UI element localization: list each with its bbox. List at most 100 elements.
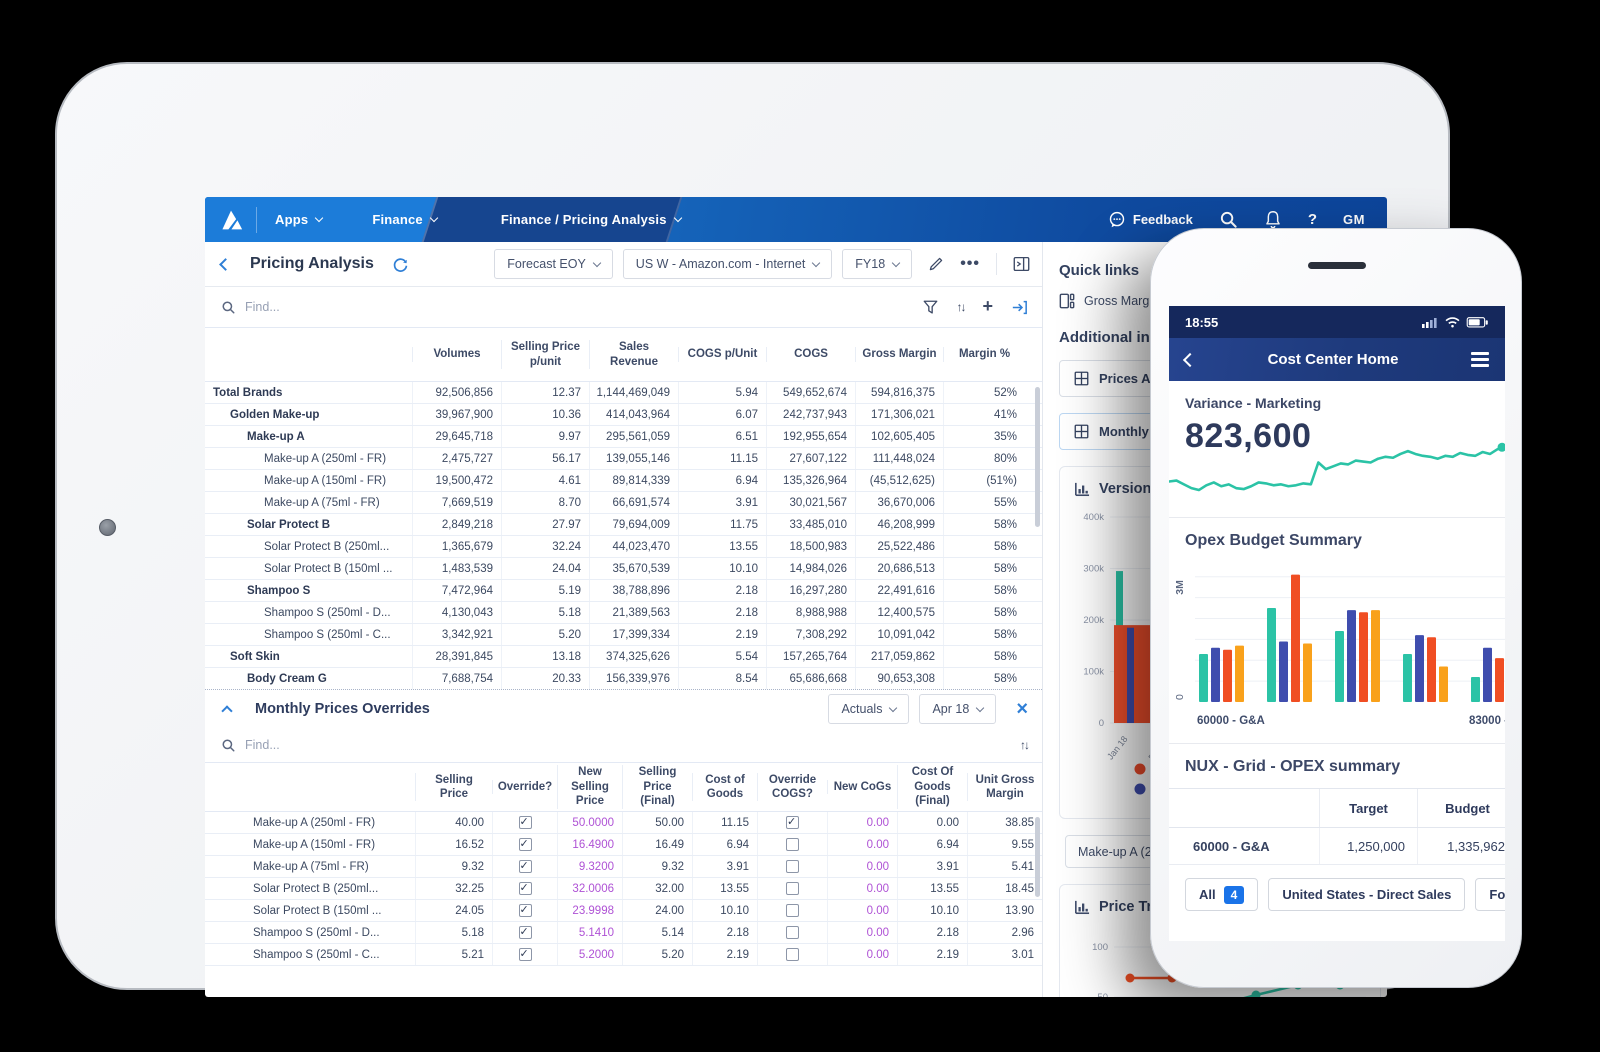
column-header[interactable]: Gross Margin bbox=[855, 347, 943, 362]
column-header[interactable]: COGS p/Unit bbox=[678, 347, 766, 362]
checkbox-icon[interactable] bbox=[518, 903, 532, 917]
override-checkbox[interactable] bbox=[492, 922, 557, 943]
table-row[interactable]: Make-up A 29,645,718 9.97 295,561,059 6.51 19… bbox=[205, 426, 1042, 448]
filter-region-button[interactable]: United States - Direct Sales bbox=[1268, 878, 1466, 911]
override-checkbox[interactable] bbox=[492, 878, 557, 899]
sort-icon[interactable]: ↑↓ bbox=[956, 300, 966, 314]
column-header[interactable]: COGS bbox=[766, 347, 855, 362]
table-row[interactable]: Soft Skin 28,391,845 13.18 374,325,626 5.54 1… bbox=[205, 646, 1042, 668]
version-selector[interactable]: Forecast EOY bbox=[494, 249, 613, 279]
table-row[interactable]: Shampoo S (250ml - D...5.185.14105.142.1… bbox=[205, 922, 1042, 944]
table-row[interactable]: Solar Protect B 2,849,218 27.97 79,694,009 1… bbox=[205, 514, 1042, 536]
vertical-scrollbar[interactable] bbox=[1035, 387, 1040, 527]
override-cogs-checkbox[interactable] bbox=[757, 812, 827, 833]
anaplan-logo-icon[interactable] bbox=[205, 206, 257, 233]
overrides-month-selector[interactable]: Apr 18 bbox=[919, 694, 997, 724]
table-row[interactable]: Make-up A (250ml - FR) 40.00 50.000050.001… bbox=[205, 812, 1042, 834]
column-header[interactable]: New Selling Price bbox=[557, 765, 622, 809]
table-row[interactable]: Solar Protect B (150ml ... 1,483,539 24.04… bbox=[205, 558, 1042, 580]
add-icon[interactable]: + bbox=[982, 295, 993, 316]
bell-icon[interactable] bbox=[1264, 210, 1282, 229]
column-header[interactable]: Selling Price (Final) bbox=[622, 765, 692, 809]
checkbox-icon[interactable] bbox=[786, 860, 799, 873]
override-cogs-checkbox[interactable] bbox=[757, 856, 827, 877]
column-header[interactable]: Selling Price bbox=[415, 772, 492, 802]
table-row[interactable]: Shampoo S (250ml - D... 4,130,043 5.18 21,3… bbox=[205, 602, 1042, 624]
open-panel-icon[interactable] bbox=[1013, 256, 1030, 272]
column-header[interactable]: Override COGS? bbox=[757, 772, 827, 802]
region-selector[interactable]: US W - Amazon.com - Internet bbox=[622, 249, 833, 279]
checkbox-icon[interactable] bbox=[518, 837, 532, 851]
filter-icon[interactable] bbox=[923, 300, 938, 315]
table-row[interactable]: Body Cream G 7,688,754 20.33 156,339,976 8.5… bbox=[205, 668, 1042, 690]
override-checkbox[interactable] bbox=[492, 812, 557, 833]
nav-apps-menu[interactable]: Apps bbox=[257, 212, 340, 227]
column-header[interactable]: Budget bbox=[1417, 789, 1505, 827]
checkbox-icon[interactable] bbox=[786, 838, 799, 851]
checkbox-icon[interactable] bbox=[786, 926, 799, 939]
table-row[interactable]: Solar Protect B (250ml... 32.25 32.000632.… bbox=[205, 878, 1042, 900]
table-row[interactable]: Total Brands 92,506,856 12.37 1,144,469,049… bbox=[205, 382, 1042, 404]
column-header[interactable]: Sales Revenue bbox=[589, 340, 678, 369]
close-icon[interactable]: × bbox=[1016, 698, 1028, 720]
find-input[interactable]: Find... bbox=[245, 300, 280, 314]
column-header[interactable]: Unit Gross Margin bbox=[967, 772, 1042, 802]
export-icon[interactable] bbox=[1011, 300, 1028, 315]
table-row[interactable]: Solar Protect B (250ml... 1,365,679 32.24 4… bbox=[205, 536, 1042, 558]
table-row[interactable]: Solar Protect B (150ml ... 24.05 23.999824… bbox=[205, 900, 1042, 922]
user-avatar[interactable]: GM bbox=[1343, 212, 1365, 227]
menu-icon[interactable] bbox=[1471, 352, 1489, 367]
table-row[interactable]: Make-up A (75ml - FR) 7,669,519 8.70 66,691… bbox=[205, 492, 1042, 514]
vertical-scrollbar[interactable] bbox=[1035, 817, 1040, 897]
override-cogs-checkbox[interactable] bbox=[757, 922, 827, 943]
override-cogs-checkbox[interactable] bbox=[757, 834, 827, 855]
checkbox-icon[interactable] bbox=[518, 925, 532, 939]
feedback-button[interactable]: Feedback bbox=[1108, 211, 1193, 229]
column-header[interactable]: Selling Price p/unit bbox=[501, 340, 589, 369]
checkbox-icon[interactable] bbox=[786, 948, 799, 961]
table-row[interactable]: Shampoo S (250ml - C... 3,342,921 5.20 17,3… bbox=[205, 624, 1042, 646]
checkbox-icon[interactable] bbox=[518, 815, 532, 829]
checkbox-icon[interactable] bbox=[786, 904, 799, 917]
table-row[interactable]: Golden Make-up 39,967,900 10.36 414,043,964… bbox=[205, 404, 1042, 426]
column-header[interactable]: Cost of Goods bbox=[692, 772, 757, 802]
help-button[interactable]: ? bbox=[1307, 211, 1318, 228]
table-row[interactable]: Make-up A (75ml - FR)9.329.32009.323.910… bbox=[205, 856, 1042, 878]
checkbox-icon[interactable] bbox=[518, 881, 532, 895]
table-row[interactable]: Shampoo S 7,472,964 5.19 38,788,896 2.18 16,2… bbox=[205, 580, 1042, 602]
overrides-version-selector[interactable]: Actuals bbox=[828, 694, 910, 724]
collapse-icon[interactable] bbox=[221, 705, 233, 717]
override-checkbox[interactable] bbox=[492, 834, 557, 855]
checkbox-icon[interactable] bbox=[786, 882, 799, 895]
filter-more-button[interactable]: Fore bbox=[1475, 878, 1505, 911]
column-header[interactable]: Override? bbox=[492, 779, 557, 795]
nav-finance-menu[interactable]: Finance bbox=[354, 212, 455, 227]
search-icon[interactable] bbox=[1219, 210, 1238, 229]
more-options-icon[interactable]: ••• bbox=[960, 255, 980, 272]
override-checkbox[interactable] bbox=[492, 944, 557, 965]
table-row[interactable]: Make-up A (150ml - FR) 19,500,472 4.61 89,8… bbox=[205, 470, 1042, 492]
refresh-icon[interactable] bbox=[392, 256, 409, 273]
edit-pencil-icon[interactable] bbox=[928, 256, 944, 272]
breadcrumb[interactable]: Finance / Pricing Analysis bbox=[483, 212, 699, 227]
override-checkbox[interactable] bbox=[492, 900, 557, 921]
override-cogs-checkbox[interactable] bbox=[757, 900, 827, 921]
column-header[interactable]: Target bbox=[1319, 789, 1417, 827]
checkbox-icon[interactable] bbox=[786, 815, 799, 829]
table-row[interactable]: 60000 - G&A 1,250,000 1,335,962 bbox=[1169, 828, 1505, 865]
year-selector[interactable]: FY18 bbox=[842, 249, 913, 279]
checkbox-icon[interactable] bbox=[518, 947, 532, 961]
override-cogs-checkbox[interactable] bbox=[757, 878, 827, 899]
column-header[interactable]: Cost Of Goods (Final) bbox=[897, 765, 967, 809]
table-row[interactable]: Make-up A (150ml - FR)16.5216.490016.496… bbox=[205, 834, 1042, 856]
filter-all-button[interactable]: All 4 bbox=[1185, 878, 1259, 911]
back-icon[interactable] bbox=[219, 257, 232, 271]
override-checkbox[interactable] bbox=[492, 856, 557, 877]
sort-icon[interactable]: ↑↓ bbox=[1020, 738, 1030, 752]
find-input[interactable]: Find... bbox=[245, 738, 280, 752]
table-row[interactable]: Shampoo S (250ml - C...5.215.20005.202.1… bbox=[205, 944, 1042, 966]
column-header[interactable]: New CoGs bbox=[827, 779, 897, 795]
column-header[interactable]: Volumes bbox=[412, 347, 501, 362]
override-cogs-checkbox[interactable] bbox=[757, 944, 827, 965]
column-header[interactable]: Margin % bbox=[943, 347, 1025, 362]
